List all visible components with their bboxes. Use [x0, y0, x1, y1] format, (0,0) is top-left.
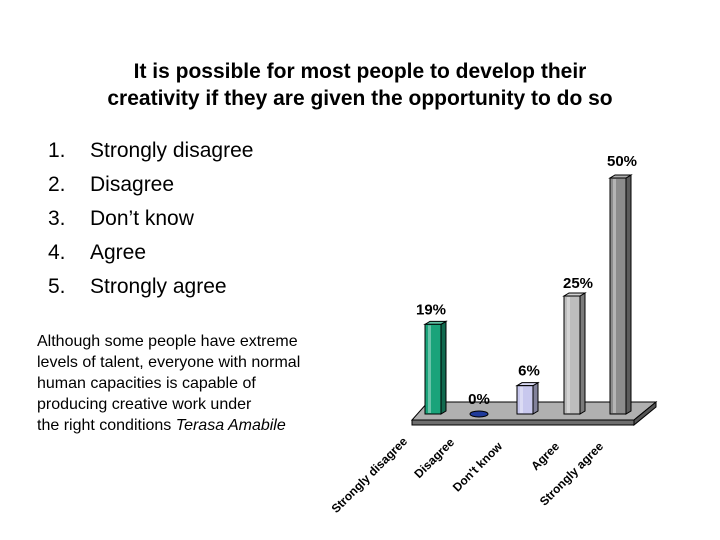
option-label: Strongly agree — [90, 275, 227, 298]
bar-front — [516, 385, 534, 415]
option-number: 5. — [48, 275, 66, 298]
bar — [515, 381, 540, 415]
bar-value-label: 50% — [607, 153, 637, 170]
bar-highlight — [428, 325, 431, 413]
bar-highlight — [613, 179, 616, 413]
option-label: Agree — [90, 241, 147, 264]
bar-highlight — [567, 297, 570, 413]
bar-value-label: 25% — [563, 275, 593, 292]
bar — [562, 292, 587, 415]
category-label: Don't know — [450, 439, 506, 495]
quote-line: Although some people have extreme — [37, 333, 298, 350]
category-label: Agree — [528, 439, 562, 473]
bar — [469, 410, 489, 418]
answer-option: 1. Strongly disagree — [48, 134, 253, 168]
chart-bars — [423, 174, 633, 418]
category-label: Disagree — [411, 435, 457, 481]
bar-front — [424, 323, 442, 415]
bar-side — [625, 174, 632, 415]
title-line-2: creativity if they are given the opportu… — [107, 87, 613, 110]
title-line-1: It is possible for most people to develo… — [133, 60, 587, 83]
slide-title: It is possible for most people to develo… — [0, 58, 720, 112]
option-number: 2. — [48, 173, 66, 196]
bar-side — [440, 320, 447, 415]
bar-front — [609, 177, 627, 415]
bar-value-label: 6% — [518, 363, 540, 380]
quote-line: human capacities is capable of — [37, 375, 256, 392]
bar-side — [579, 292, 586, 415]
answer-option: 3. Don’t know — [48, 202, 253, 236]
bar-value-label: 0% — [468, 391, 490, 408]
bar-side — [532, 381, 539, 415]
quote-line: producing creative work under — [37, 396, 252, 413]
quote-line-last: the right conditions Terasa Amabile — [37, 415, 377, 436]
bar — [423, 320, 448, 415]
option-number: 4. — [48, 241, 66, 264]
option-label: Disagree — [90, 173, 175, 196]
answer-option: 2. Disagree — [48, 168, 253, 202]
chart-floor-front — [411, 419, 635, 426]
answer-option: 5. Strongly agree — [48, 270, 253, 304]
quote-text: Although some people have extreme levels… — [37, 331, 377, 436]
answer-option: 4. Agree — [48, 236, 253, 270]
bar-value-label: 19% — [416, 301, 446, 318]
option-number: 1. — [48, 139, 66, 162]
quote-line: levels of talent, everyone with normal — [37, 354, 301, 371]
bar-highlight — [520, 386, 523, 413]
chart-value-labels: 19% 0% 6% 25% 50% — [416, 153, 637, 408]
chart-floor-side — [633, 400, 657, 427]
category-label: Strongly disagree — [329, 434, 411, 516]
bar-front — [563, 295, 581, 415]
option-number: 3. — [48, 207, 66, 230]
answer-options-list: 1. Strongly disagree 2. Disagree 3. Don’t k… — [48, 134, 253, 304]
option-label: Strongly disagree — [90, 139, 254, 162]
option-label: Don’t know — [90, 207, 194, 230]
quote-last-text: the right conditions — [37, 417, 172, 434]
quote-author: Terasa Amabile — [175, 417, 286, 434]
bar — [608, 174, 633, 415]
